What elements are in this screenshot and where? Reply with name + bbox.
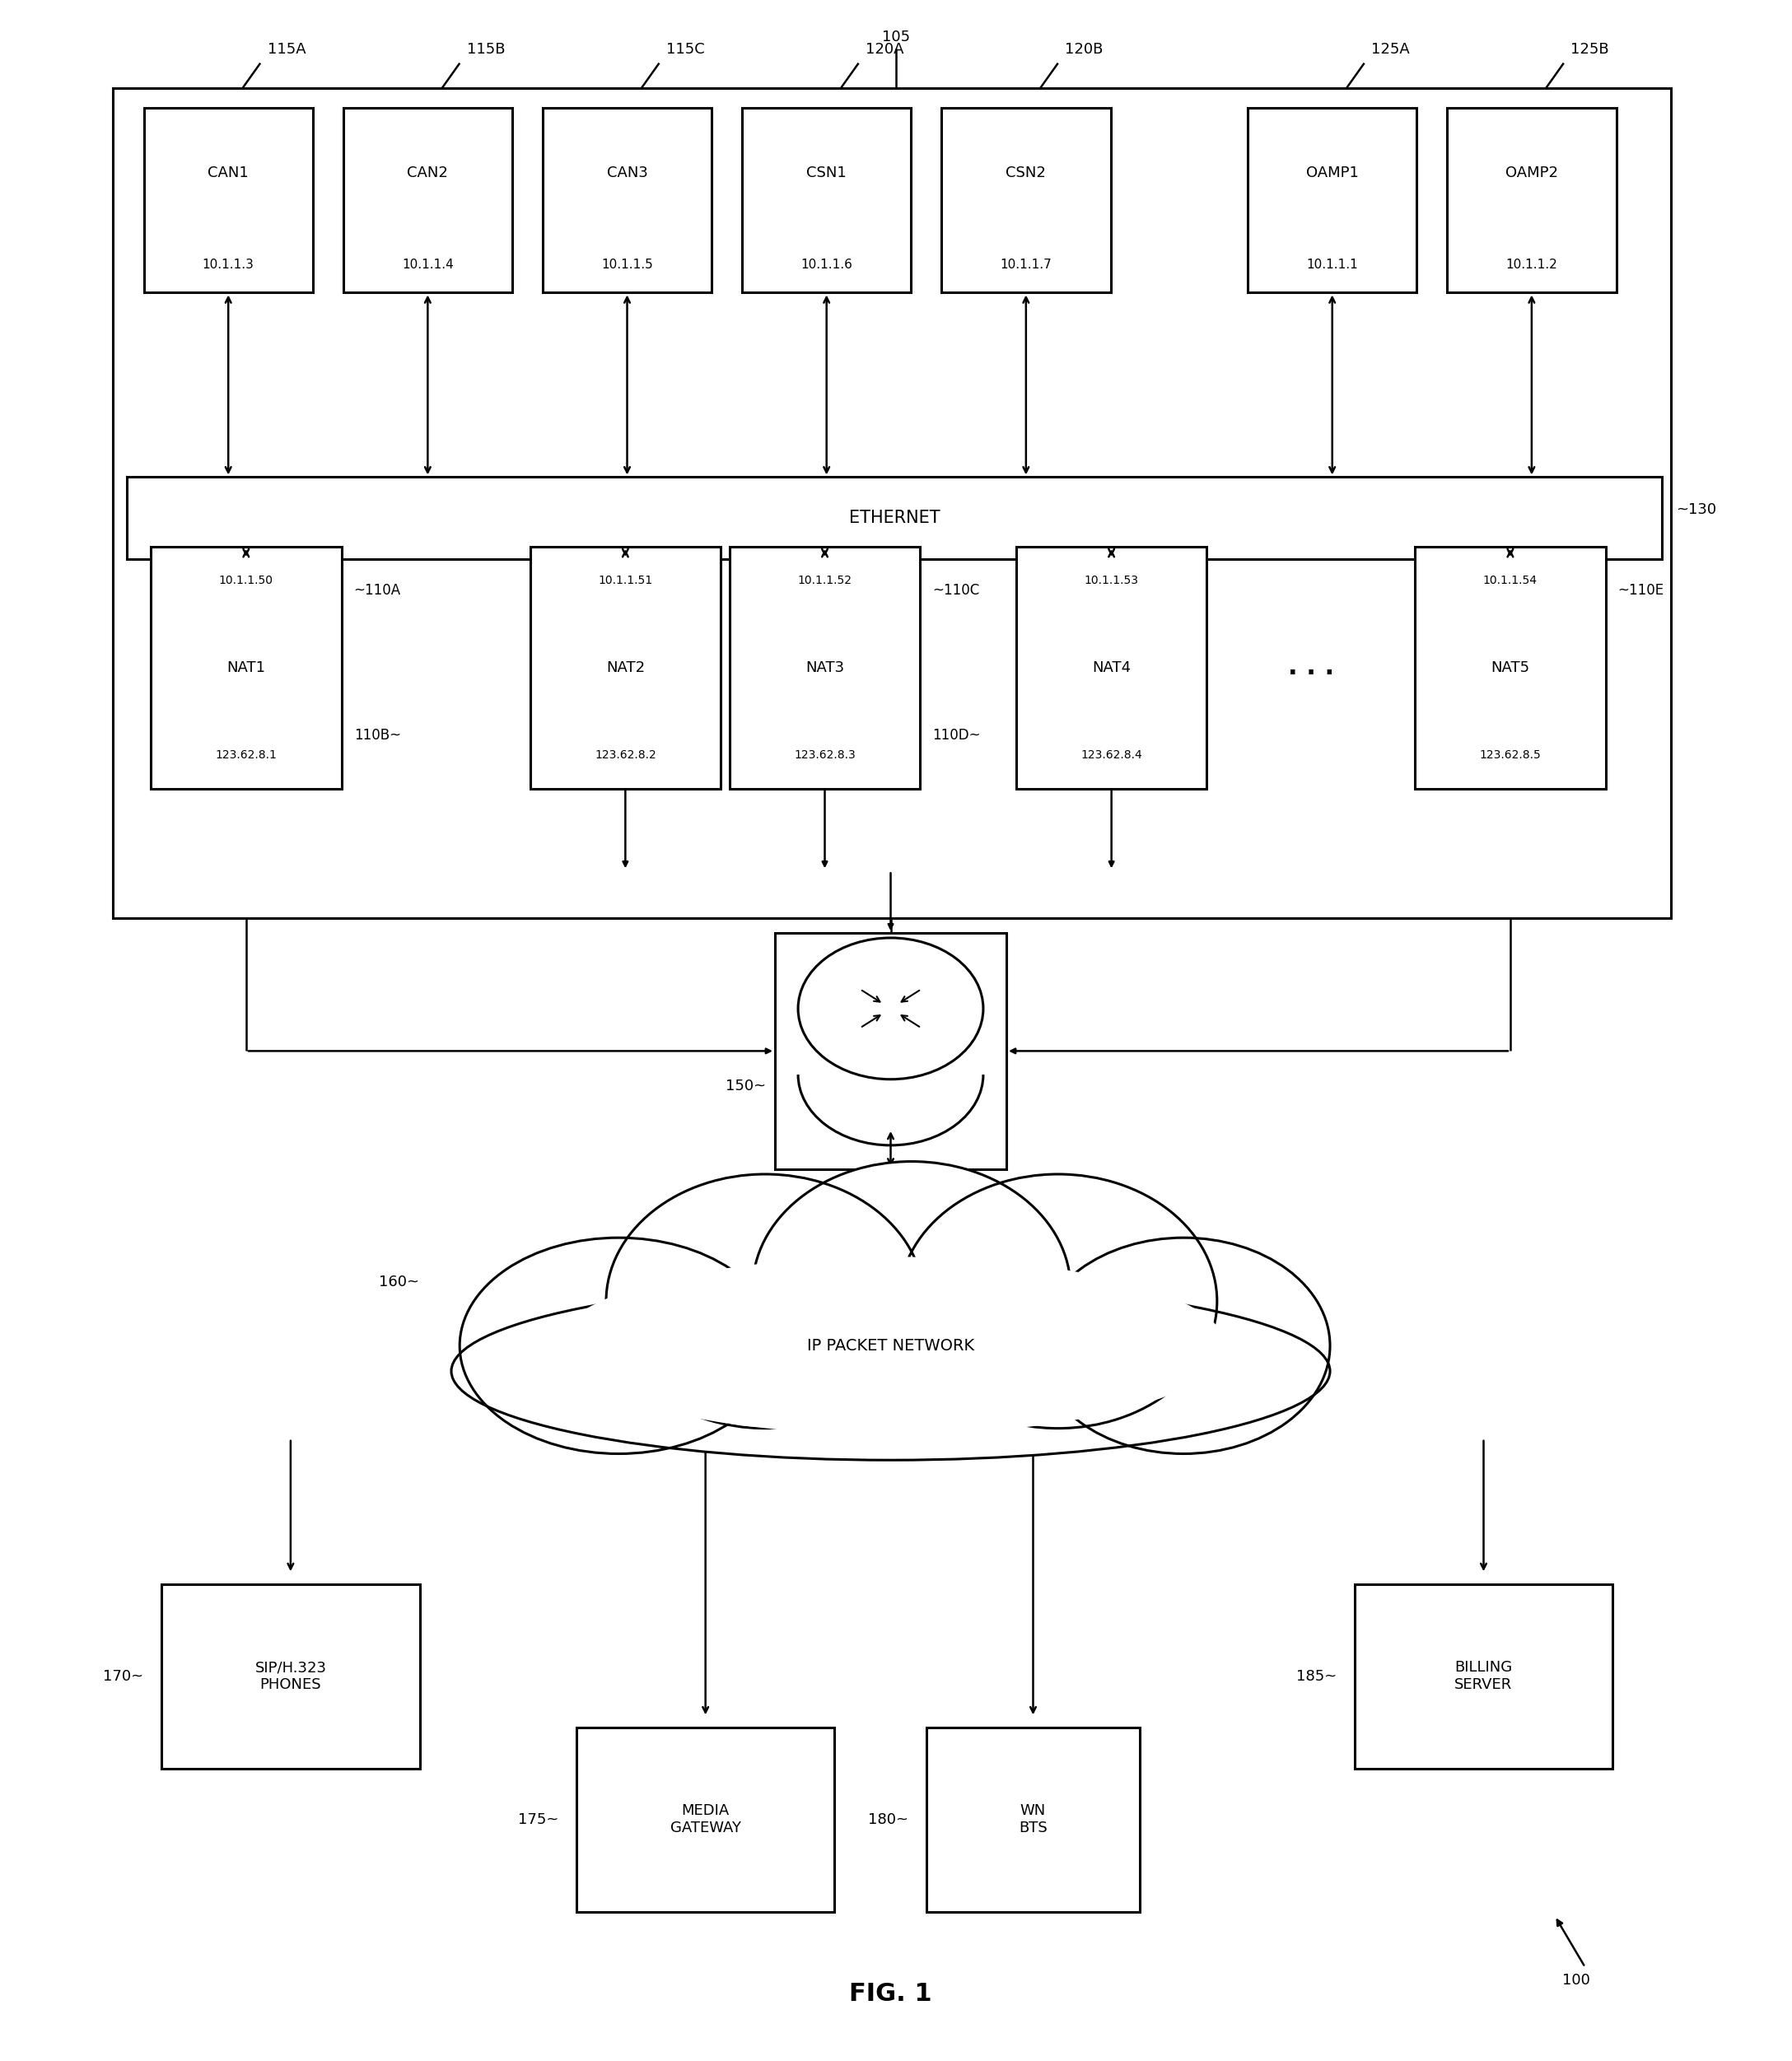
Text: 123.62.8.2: 123.62.8.2 <box>595 748 656 761</box>
Text: 10.1.1.5: 10.1.1.5 <box>602 260 652 272</box>
Text: 10.1.1.7: 10.1.1.7 <box>1000 260 1052 272</box>
Text: 185~: 185~ <box>1296 1669 1337 1684</box>
Text: NAT1: NAT1 <box>228 660 265 676</box>
Bar <box>577 1727 835 1913</box>
Text: 175~: 175~ <box>518 1812 559 1826</box>
Bar <box>729 546 919 789</box>
Text: OAMP2: OAMP2 <box>1505 165 1557 179</box>
Text: 10.1.1.53: 10.1.1.53 <box>1084 575 1138 587</box>
Text: CAN2: CAN2 <box>407 165 448 179</box>
Text: SIP/H.323
PHONES: SIP/H.323 PHONES <box>254 1661 326 1692</box>
Text: 10.1.1.6: 10.1.1.6 <box>801 260 853 272</box>
Bar <box>1247 107 1417 293</box>
Text: 10.1.1.4: 10.1.1.4 <box>401 260 453 272</box>
Text: ~110C: ~110C <box>932 583 980 598</box>
Text: 10.1.1.52: 10.1.1.52 <box>797 575 851 587</box>
Bar <box>742 107 910 293</box>
Bar <box>113 89 1670 917</box>
Text: 105: 105 <box>882 29 910 45</box>
Ellipse shape <box>452 1282 1330 1459</box>
Text: WN
BTS: WN BTS <box>1020 1803 1047 1836</box>
Bar <box>774 934 1007 1169</box>
Text: 110B~: 110B~ <box>353 728 401 742</box>
Bar <box>1416 546 1606 789</box>
Text: 10.1.1.2: 10.1.1.2 <box>1505 260 1557 272</box>
Ellipse shape <box>900 1175 1217 1428</box>
Text: 10.1.1.50: 10.1.1.50 <box>219 575 272 587</box>
Text: ~110E: ~110E <box>1618 583 1665 598</box>
Text: 115A: 115A <box>267 41 306 58</box>
Text: ~110A: ~110A <box>353 583 401 598</box>
Text: 10.1.1.54: 10.1.1.54 <box>1484 575 1538 587</box>
Bar <box>543 107 711 293</box>
Text: NAT2: NAT2 <box>606 660 645 676</box>
Text: 120A: 120A <box>866 41 903 58</box>
Bar <box>161 1585 419 1768</box>
Bar <box>1448 107 1616 293</box>
Text: CSN1: CSN1 <box>806 165 846 179</box>
Text: 115B: 115B <box>468 41 505 58</box>
Text: CAN1: CAN1 <box>208 165 249 179</box>
Bar <box>1355 1585 1613 1768</box>
Text: NAT3: NAT3 <box>805 660 844 676</box>
Ellipse shape <box>753 1162 1070 1416</box>
Text: . . .: . . . <box>1288 655 1333 680</box>
Bar <box>342 107 513 293</box>
Text: 110D~: 110D~ <box>932 728 980 742</box>
Text: CSN2: CSN2 <box>1005 165 1047 179</box>
Ellipse shape <box>606 1175 925 1428</box>
Bar <box>530 546 720 789</box>
Text: 170~: 170~ <box>104 1669 143 1684</box>
Text: BILLING
SERVER: BILLING SERVER <box>1455 1661 1512 1692</box>
Text: 180~: 180~ <box>867 1812 909 1826</box>
Text: 123.62.8.5: 123.62.8.5 <box>1480 748 1541 761</box>
Text: ETHERNET: ETHERNET <box>849 509 939 526</box>
Text: 100: 100 <box>1563 1972 1590 1989</box>
Text: 125B: 125B <box>1572 41 1609 58</box>
Text: 120B: 120B <box>1064 41 1104 58</box>
Text: CAN3: CAN3 <box>607 165 647 179</box>
Bar <box>926 1727 1140 1913</box>
Ellipse shape <box>461 1239 778 1453</box>
Text: 10.1.1.51: 10.1.1.51 <box>599 575 652 587</box>
Text: NAT4: NAT4 <box>1091 660 1131 676</box>
Bar <box>151 546 340 789</box>
Bar <box>941 107 1111 293</box>
Bar <box>1016 546 1206 789</box>
Text: 10.1.1.1: 10.1.1.1 <box>1306 260 1358 272</box>
Bar <box>143 107 314 293</box>
Text: 123.62.8.1: 123.62.8.1 <box>215 748 278 761</box>
Text: 10.1.1.3: 10.1.1.3 <box>202 260 254 272</box>
Text: 160~: 160~ <box>378 1276 419 1290</box>
Text: NAT5: NAT5 <box>1491 660 1530 676</box>
Text: 125A: 125A <box>1371 41 1410 58</box>
Ellipse shape <box>1038 1239 1330 1453</box>
Text: 123.62.8.3: 123.62.8.3 <box>794 748 855 761</box>
Text: FIG. 1: FIG. 1 <box>849 1983 932 2005</box>
Text: 150~: 150~ <box>726 1080 765 1094</box>
Text: OAMP1: OAMP1 <box>1306 165 1358 179</box>
Bar <box>127 476 1661 559</box>
Text: 123.62.8.4: 123.62.8.4 <box>1081 748 1142 761</box>
Text: ~130: ~130 <box>1676 503 1717 517</box>
Text: MEDIA
GATEWAY: MEDIA GATEWAY <box>670 1803 740 1836</box>
Text: IP PACKET NETWORK: IP PACKET NETWORK <box>806 1338 975 1354</box>
Text: 115C: 115C <box>667 41 704 58</box>
Ellipse shape <box>556 1257 1226 1434</box>
